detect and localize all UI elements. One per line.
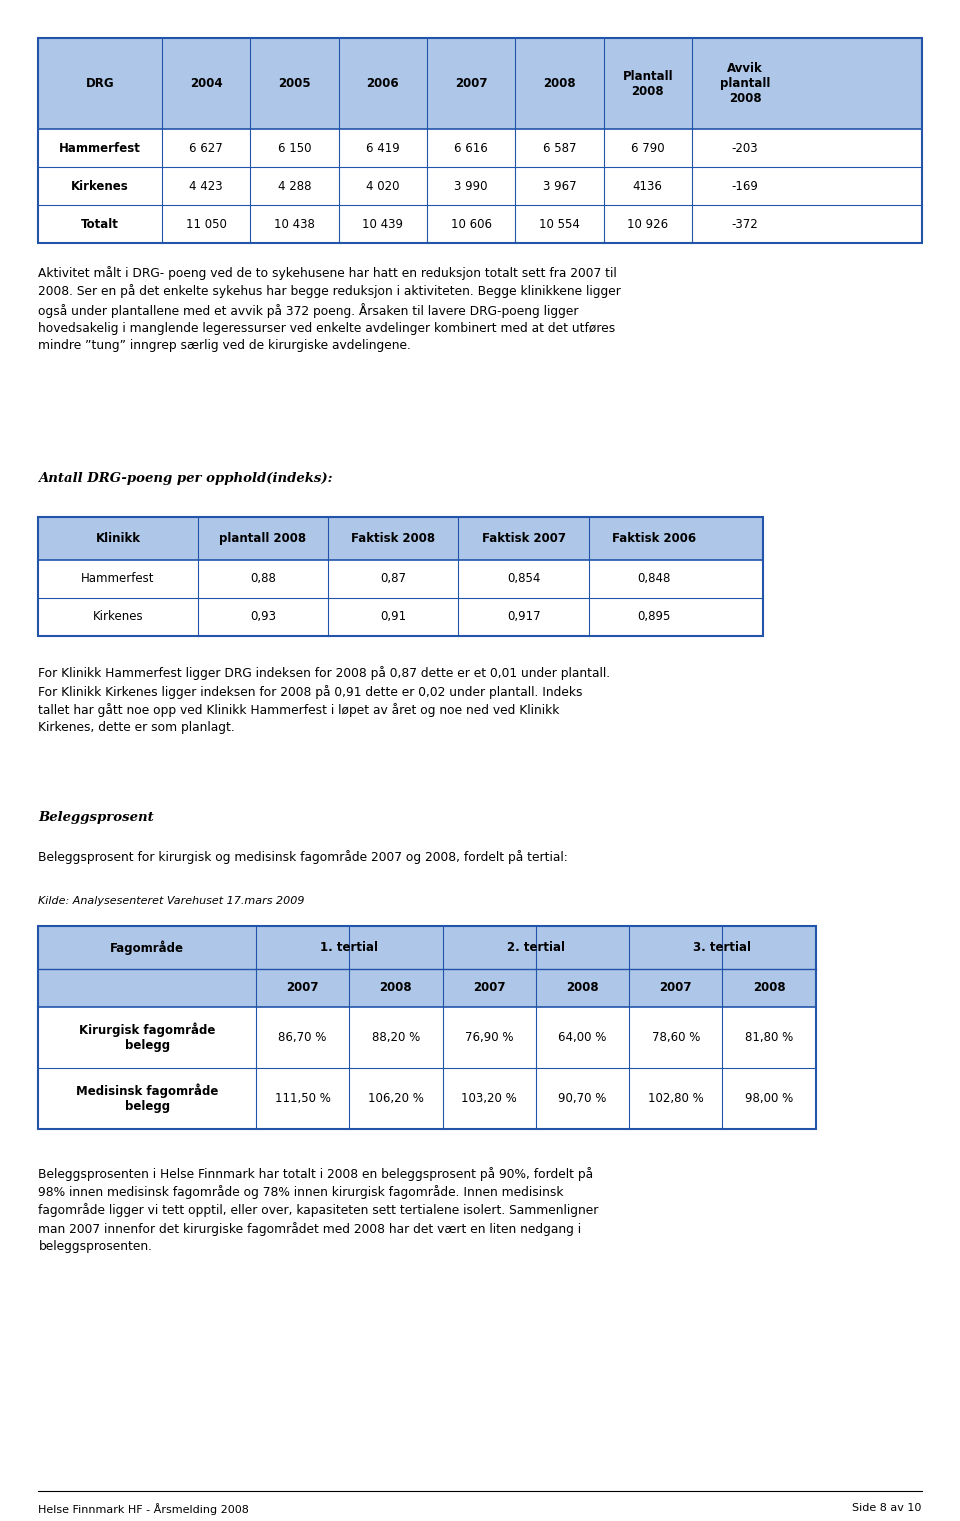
- Text: 98,00 %: 98,00 %: [745, 1092, 793, 1104]
- Text: Plantall
2008: Plantall 2008: [622, 70, 673, 97]
- Text: 10 926: 10 926: [627, 218, 668, 231]
- Text: Totalt: Totalt: [82, 218, 119, 231]
- Text: 4 288: 4 288: [277, 179, 311, 193]
- Text: 2007: 2007: [473, 981, 505, 995]
- Text: 11 050: 11 050: [186, 218, 227, 231]
- Bar: [38, 517, 762, 560]
- Text: 6 150: 6 150: [277, 141, 311, 155]
- Text: 2008: 2008: [543, 78, 576, 90]
- Text: -169: -169: [732, 179, 758, 193]
- Text: 81,80 %: 81,80 %: [745, 1031, 793, 1043]
- Text: Side 8 av 10: Side 8 av 10: [852, 1503, 922, 1513]
- Text: 0,917: 0,917: [507, 610, 540, 624]
- Text: 0,87: 0,87: [380, 572, 406, 586]
- Text: 2005: 2005: [278, 78, 311, 90]
- Text: 76,90 %: 76,90 %: [465, 1031, 514, 1043]
- Text: 6 419: 6 419: [366, 141, 399, 155]
- Text: Avvik
plantall
2008: Avvik plantall 2008: [720, 62, 770, 105]
- Text: 0,88: 0,88: [250, 572, 276, 586]
- Text: 3 967: 3 967: [542, 179, 576, 193]
- Text: 3. tertial: 3. tertial: [693, 941, 752, 954]
- Text: Beleggsprosent for kirurgisk og medisinsk fagområde 2007 og 2008, fordelt på ter: Beleggsprosent for kirurgisk og medisins…: [38, 850, 568, 864]
- Text: Beleggsprosent: Beleggsprosent: [38, 811, 155, 824]
- Text: 10 554: 10 554: [540, 218, 580, 231]
- Bar: [38, 38, 922, 243]
- Text: 4 020: 4 020: [366, 179, 399, 193]
- Text: 2. tertial: 2. tertial: [507, 941, 564, 954]
- Text: 4136: 4136: [633, 179, 662, 193]
- Text: 2007: 2007: [660, 981, 692, 995]
- Text: 6 587: 6 587: [542, 141, 576, 155]
- Text: Fagområde: Fagområde: [110, 940, 184, 955]
- Text: 111,50 %: 111,50 %: [275, 1092, 330, 1104]
- Text: 78,60 %: 78,60 %: [652, 1031, 700, 1043]
- Text: 6 616: 6 616: [454, 141, 488, 155]
- Text: plantall 2008: plantall 2008: [219, 532, 306, 545]
- Text: Kilde: Analysesenteret Varehuset 17.mars 2009: Kilde: Analysesenteret Varehuset 17.mars…: [38, 896, 305, 907]
- Text: Faktisk 2006: Faktisk 2006: [612, 532, 696, 545]
- Bar: [38, 926, 816, 1129]
- Text: Faktisk 2007: Faktisk 2007: [482, 532, 565, 545]
- Text: Medisinsk fagområde
belegg: Medisinsk fagområde belegg: [76, 1083, 218, 1113]
- Text: 0,854: 0,854: [507, 572, 540, 586]
- Text: 2006: 2006: [367, 78, 399, 90]
- Bar: [38, 38, 922, 129]
- Text: Hammerfest: Hammerfest: [82, 572, 155, 586]
- Text: Faktisk 2008: Faktisk 2008: [351, 532, 435, 545]
- Text: 90,70 %: 90,70 %: [559, 1092, 607, 1104]
- Text: 102,80 %: 102,80 %: [648, 1092, 704, 1104]
- Text: For Klinikk Hammerfest ligger DRG indeksen for 2008 på 0,87 dette er et 0,01 und: For Klinikk Hammerfest ligger DRG indeks…: [38, 666, 611, 733]
- Text: 2008: 2008: [753, 981, 785, 995]
- Text: 103,20 %: 103,20 %: [462, 1092, 517, 1104]
- Bar: [38, 969, 816, 1007]
- Text: 1. tertial: 1. tertial: [321, 941, 378, 954]
- Text: 6 627: 6 627: [189, 141, 223, 155]
- Text: 86,70 %: 86,70 %: [278, 1031, 326, 1043]
- Text: 0,91: 0,91: [380, 610, 406, 624]
- Text: Helse Finnmark HF - Årsmelding 2008: Helse Finnmark HF - Årsmelding 2008: [38, 1503, 250, 1515]
- Text: DRG: DRG: [85, 78, 114, 90]
- Text: 10 606: 10 606: [450, 218, 492, 231]
- Text: 64,00 %: 64,00 %: [559, 1031, 607, 1043]
- Text: 10 439: 10 439: [362, 218, 403, 231]
- Text: Antall DRG-poeng per opphold(indeks):: Antall DRG-poeng per opphold(indeks):: [38, 472, 333, 485]
- Text: Aktivitet målt i DRG- poeng ved de to sykehusene har hatt en reduksjon totalt se: Aktivitet målt i DRG- poeng ved de to sy…: [38, 266, 621, 353]
- Text: 0,848: 0,848: [637, 572, 671, 586]
- Bar: [38, 926, 816, 969]
- Text: Kirkenes: Kirkenes: [93, 610, 143, 624]
- Text: -372: -372: [732, 218, 758, 231]
- Text: Hammerfest: Hammerfest: [60, 141, 141, 155]
- Text: Klinikk: Klinikk: [96, 532, 140, 545]
- Text: Kirkenes: Kirkenes: [71, 179, 129, 193]
- Text: 6 790: 6 790: [631, 141, 664, 155]
- Text: 3 990: 3 990: [454, 179, 488, 193]
- Text: 2007: 2007: [455, 78, 488, 90]
- Text: -203: -203: [732, 141, 758, 155]
- Text: 2008: 2008: [566, 981, 599, 995]
- Text: 0,895: 0,895: [637, 610, 671, 624]
- Text: Beleggsprosenten i Helse Finnmark har totalt i 2008 en beleggsprosent på 90%, fo: Beleggsprosenten i Helse Finnmark har to…: [38, 1167, 599, 1253]
- Bar: [38, 517, 762, 636]
- Text: 88,20 %: 88,20 %: [372, 1031, 420, 1043]
- Text: Kirurgisk fagområde
belegg: Kirurgisk fagområde belegg: [79, 1022, 215, 1053]
- Text: 10 438: 10 438: [275, 218, 315, 231]
- Text: 0,93: 0,93: [250, 610, 276, 624]
- Text: 2008: 2008: [379, 981, 412, 995]
- Text: 2007: 2007: [286, 981, 319, 995]
- Text: 106,20 %: 106,20 %: [368, 1092, 424, 1104]
- Text: 4 423: 4 423: [189, 179, 223, 193]
- Text: 2004: 2004: [190, 78, 223, 90]
